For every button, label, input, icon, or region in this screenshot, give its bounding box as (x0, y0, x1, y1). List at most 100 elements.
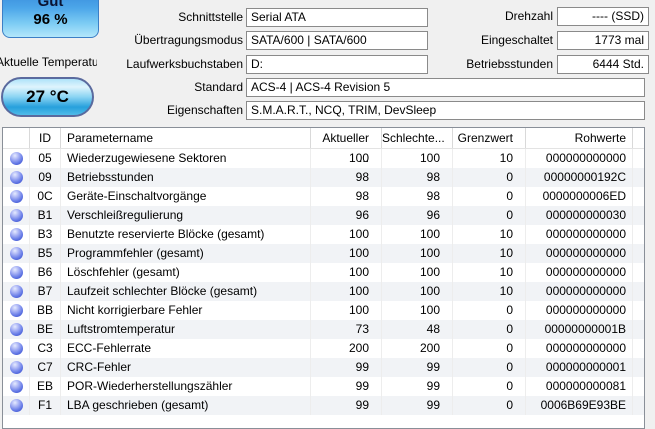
attribute-worst: 96 (382, 206, 453, 225)
drive-letter-field[interactable]: D: (246, 55, 428, 74)
attribute-current: 99 (311, 358, 382, 377)
attribute-threshold: 10 (453, 263, 526, 282)
attribute-name: Programmfehler (gesamt) (61, 244, 311, 263)
table-row[interactable]: C7 CRC-Fehler 99 99 0 000000000001 (3, 358, 644, 377)
attribute-name: POR-Wiederherstellungszähler (61, 377, 311, 396)
raw-column-header[interactable]: Rohwerte (526, 128, 633, 148)
table-row[interactable]: 09 Betriebsstunden 98 98 0 00000000192C (3, 168, 644, 187)
attribute-raw: 00000000192C (526, 168, 633, 187)
table-row[interactable]: 0C Geräte-Einschaltvorgänge 98 98 0 0000… (3, 187, 644, 206)
attribute-worst: 99 (382, 396, 453, 415)
power-on-count-field[interactable]: 1773 mal (557, 31, 649, 50)
attribute-id: EB (30, 377, 61, 396)
attribute-current: 100 (311, 263, 382, 282)
parameter-column-header[interactable]: Parametername (61, 128, 311, 148)
attribute-worst: 98 (382, 168, 453, 187)
attribute-id: B7 (30, 282, 61, 301)
attribute-id: F1 (30, 396, 61, 415)
attribute-raw: 000000000000 (526, 149, 633, 168)
transfer-mode-field[interactable]: SATA/600 | SATA/600 (246, 31, 428, 50)
attribute-worst: 99 (382, 377, 453, 396)
power-on-hours-field[interactable]: 6444 Std. (557, 55, 649, 74)
attribute-worst: 48 (382, 320, 453, 339)
features-field[interactable]: S.M.A.R.T., NCQ, TRIM, DevSleep (246, 101, 645, 120)
transfer-mode-label: Übertragungsmodus (134, 33, 243, 47)
power-on-hours-label: Betriebsstunden (466, 57, 553, 71)
interface-field[interactable]: Serial ATA (246, 8, 428, 27)
attribute-worst: 98 (382, 187, 453, 206)
attribute-id: C7 (30, 358, 61, 377)
status-orb-icon (10, 266, 23, 279)
threshold-column-header[interactable]: Grenzwert (453, 128, 526, 148)
attribute-raw: 000000000000 (526, 263, 633, 282)
attribute-threshold: 0 (453, 358, 526, 377)
attribute-current: 100 (311, 244, 382, 263)
table-row[interactable]: B5 Programmfehler (gesamt) 100 100 10 00… (3, 244, 644, 263)
attribute-threshold: 0 (453, 339, 526, 358)
attribute-worst: 100 (382, 282, 453, 301)
rotation-rate-field[interactable]: ---- (SSD) (557, 7, 649, 26)
features-label: Eigenschaften (166, 103, 243, 117)
attribute-worst: 100 (382, 301, 453, 320)
table-row[interactable]: BE Luftstromtemperatur 73 48 0 000000000… (3, 320, 644, 339)
attribute-raw: 00000000001B (526, 320, 633, 339)
attribute-name: Laufzeit schlechter Blöcke (gesamt) (61, 282, 311, 301)
attribute-id: B6 (30, 263, 61, 282)
attribute-raw: 000000000000 (526, 301, 633, 320)
status-orb-icon (10, 361, 23, 374)
attribute-current: 100 (311, 225, 382, 244)
smart-table-header: ID Parametername Aktueller ... Schlechte… (3, 128, 644, 165)
table-row[interactable]: BB Nicht korrigierbare Fehler 100 100 0 … (3, 301, 644, 320)
attribute-id: BB (30, 301, 61, 320)
attribute-raw: 0000000006ED (526, 187, 633, 206)
attribute-name: Benutzte reservierte Blöcke (gesamt) (61, 225, 311, 244)
attribute-current: 100 (311, 149, 382, 168)
attribute-threshold: 10 (453, 225, 526, 244)
health-status-button[interactable]: Gut 96 % (2, 0, 99, 38)
status-orb-icon (10, 323, 23, 336)
worst-column-header[interactable]: Schlechte... (382, 128, 453, 148)
table-row[interactable]: B6 Löschfehler (gesamt) 100 100 10 00000… (3, 263, 644, 282)
attribute-current: 98 (311, 187, 382, 206)
id-column-header[interactable]: ID (30, 128, 61, 148)
attribute-current: 99 (311, 377, 382, 396)
attribute-raw: 0006B69E93BE (526, 396, 633, 415)
table-row[interactable]: B3 Benutzte reservierte Blöcke (gesamt) … (3, 225, 644, 244)
table-row[interactable]: 05 Wiederzugewiesene Sektoren 100 100 10… (3, 149, 644, 168)
attribute-raw: 000000000030 (526, 206, 633, 225)
temperature-value: 27 °C (26, 87, 69, 106)
standard-field[interactable]: ACS-4 | ACS-4 Revision 5 (246, 78, 645, 97)
attribute-name: Wiederzugewiesene Sektoren (61, 149, 311, 168)
attribute-current: 99 (311, 396, 382, 415)
attribute-id: 0C (30, 187, 61, 206)
attribute-name: ECC-Fehlerrate (61, 339, 311, 358)
attribute-worst: 100 (382, 225, 453, 244)
temperature-button[interactable]: 27 °C (1, 77, 94, 117)
attribute-id: BE (30, 320, 61, 339)
table-row[interactable]: F1 LBA geschrieben (gesamt) 99 99 0 0006… (3, 396, 644, 415)
table-row[interactable]: B1 Verschleißregulierung 96 96 0 0000000… (3, 206, 644, 225)
temperature-label: Aktuelle Temperatur (0, 55, 97, 69)
attribute-threshold: 10 (453, 149, 526, 168)
attribute-raw: 000000000000 (526, 282, 633, 301)
table-row[interactable]: C3 ECC-Fehlerrate 200 200 0 000000000000 (3, 339, 644, 358)
attribute-id: B1 (30, 206, 61, 225)
status-orb-icon (10, 304, 23, 317)
attribute-worst: 100 (382, 263, 453, 282)
interface-label: Schnittstelle (178, 10, 243, 24)
status-column-header[interactable] (3, 128, 30, 148)
attribute-name: Luftstromtemperatur (61, 320, 311, 339)
smart-table-body: 05 Wiederzugewiesene Sektoren 100 100 10… (3, 149, 644, 415)
table-row[interactable]: B7 Laufzeit schlechter Blöcke (gesamt) 1… (3, 282, 644, 301)
status-orb-icon (10, 228, 23, 241)
health-percent: 96 % (33, 10, 68, 28)
attribute-id: C3 (30, 339, 61, 358)
attribute-worst: 100 (382, 244, 453, 263)
standard-label: Standard (194, 80, 243, 94)
attribute-threshold: 0 (453, 396, 526, 415)
status-orb-icon (10, 171, 23, 184)
attribute-current: 200 (311, 339, 382, 358)
table-row[interactable]: EB POR-Wiederherstellungszähler 99 99 0 … (3, 377, 644, 396)
current-column-header[interactable]: Aktueller ... (311, 128, 382, 165)
smart-table: ID Parametername Aktueller ... Schlechte… (2, 127, 645, 429)
